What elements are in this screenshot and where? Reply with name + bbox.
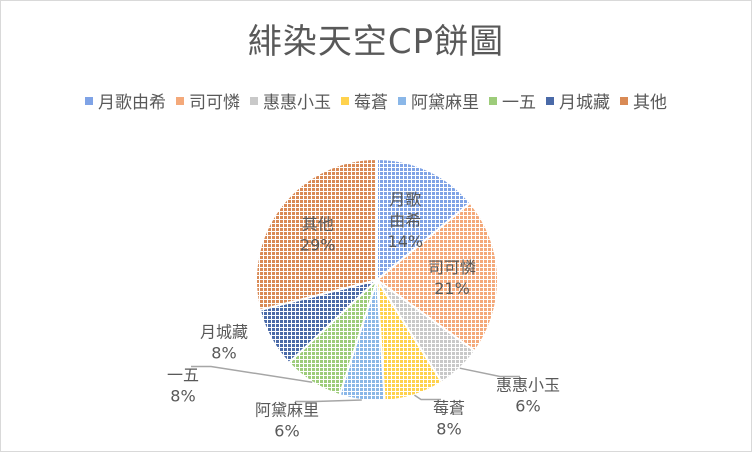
legend-swatch <box>85 97 93 105</box>
legend-swatch <box>398 97 406 105</box>
legend-label: 惠惠小玉 <box>263 93 331 113</box>
slice-category-label: 其他 <box>302 215 334 234</box>
slice-percent-label: 29% <box>300 236 336 255</box>
slice-category-label: 惠惠小玉 <box>496 376 560 395</box>
slice-category-label: 由希 <box>389 211 421 230</box>
legend-label: 月城藏 <box>559 93 610 113</box>
legend-item: 月城藏 <box>546 88 610 113</box>
legend-item: 其他 <box>620 88 667 113</box>
legend: 月歌由希 司可憐 惠惠小玉 莓蒼 阿黛麻里 一五 月城藏 其他 <box>0 88 752 113</box>
legend-label: 阿黛麻里 <box>411 93 479 113</box>
slice-category-label: 月歌 <box>389 190 421 209</box>
legend-label: 月歌由希 <box>98 93 166 113</box>
leader-line <box>413 394 441 401</box>
legend-swatch <box>489 97 497 105</box>
slice-category-label: 月城藏 <box>200 323 248 342</box>
legend-item: 阿黛麻里 <box>398 88 479 113</box>
slice-percent-label: 8% <box>436 420 461 439</box>
slice-category-label: 阿黛麻里 <box>255 401 319 420</box>
pie-slice <box>375 201 499 353</box>
legend-swatch <box>341 97 349 105</box>
legend-label: 其他 <box>633 93 667 113</box>
legend-item: 莓蒼 <box>341 88 388 113</box>
slice-category-label: 莓蒼 <box>433 399 465 418</box>
leader-line <box>191 365 313 383</box>
pie-slice <box>376 157 472 283</box>
slice-percent-label: 6% <box>515 397 540 416</box>
legend-swatch <box>250 97 258 105</box>
slice-percent-label: 6% <box>274 422 299 441</box>
legend-label: 司可憐 <box>189 93 240 113</box>
legend-item: 月歌由希 <box>85 88 166 113</box>
legend-swatch <box>546 97 554 105</box>
chart-title: 緋染天空CP餅圖 <box>247 22 505 62</box>
legend-item: 一五 <box>489 88 536 113</box>
legend-swatch <box>176 97 184 105</box>
slice-percent-label: 8% <box>211 344 236 363</box>
legend-item: 惠惠小玉 <box>250 88 331 113</box>
legend-label: 一五 <box>502 93 536 113</box>
legend-label: 莓蒼 <box>354 93 388 113</box>
slice-percent-label: 14% <box>388 232 424 251</box>
leader-line <box>295 399 362 403</box>
legend-swatch <box>620 97 628 105</box>
slice-category-label: 司可憐 <box>428 258 476 277</box>
leader-line <box>459 367 520 378</box>
slice-percent-label: 8% <box>170 387 195 406</box>
slice-percent-label: 21% <box>434 279 470 298</box>
slice-category-label: 一五 <box>167 366 199 385</box>
pie-slice <box>255 157 378 312</box>
legend-item: 司可憐 <box>176 88 240 113</box>
